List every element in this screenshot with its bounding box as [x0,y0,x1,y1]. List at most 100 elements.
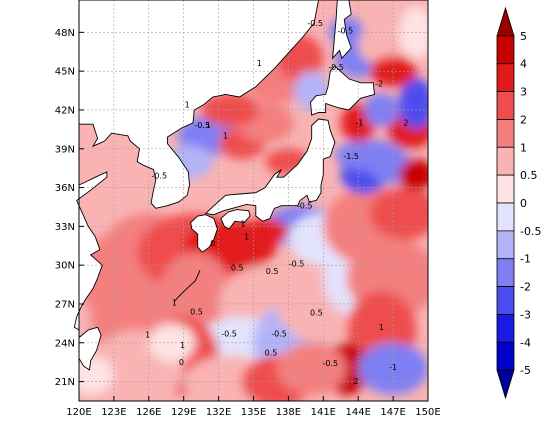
colorbar-label: 3 [520,86,527,99]
anomaly-cell [358,25,405,65]
y-tick-label: 33N [55,222,75,233]
coastline-ryukyu [174,270,201,302]
y-tick-label: 24N [55,338,75,349]
coastline-korea [73,171,108,331]
colorbar-segment [496,286,515,315]
contour-label: 1 [223,131,228,140]
gridlines [79,0,428,401]
contour-label: -0.5 [221,329,237,338]
colorbar-segment [496,35,515,65]
contour-label: 2 [403,118,408,127]
contour-label: 0 [210,239,215,248]
plot-area: 1 1 -0.5 1 -0.5 1 -0.5 -0.5 -0.5 -2 -1 2 -1.5 -0.5 1 1 -… [73,0,429,402]
land-mask [79,327,102,370]
contour-label: 1 [244,232,249,241]
x-tick-label: 123E [101,407,126,418]
contour-label: -0.5 [289,259,305,268]
y-tick-label: 21N [55,377,75,388]
contour-label: 0 [179,358,184,367]
coastlines [73,0,375,371]
contour-label: -0.5 [151,172,167,181]
y-tick-label: 42N [55,105,75,116]
contour-label: 1 [145,331,150,340]
anomaly-cell [201,93,260,127]
coastline-taiwan [78,326,102,371]
x-axis: 120E 123E 126E 129E 132E 135E 138E 141E 144E 147E… [66,396,441,418]
anomaly-cell [369,55,417,87]
land-mask [332,0,352,59]
contour-label: -1.5 [343,152,359,161]
anomaly-cell [398,159,428,191]
colorbar-segment [496,314,515,343]
contour-label: 1 [180,341,185,350]
contour-label: -0.5 [322,359,338,368]
contour-label: -2 [375,80,383,89]
coastline-shikoku [220,209,251,230]
contour-label: 0.5 [265,349,278,358]
contour-labels: 1 1 -0.5 1 -0.5 1 -0.5 -0.5 -0.5 -2 -1 2 -1.5 -0.5 1 1 -… [145,19,408,386]
contour-label: -0.5 [328,63,344,72]
anomaly-cell [160,252,231,330]
contour-label: 0.5 [310,309,323,318]
anomaly-cell [334,139,405,171]
contour-label: 1 [257,59,262,68]
colorbar-label: -2 [520,281,531,294]
land-mask [310,66,375,116]
anomaly-cell [364,93,399,127]
coastline-mainland [79,0,320,209]
x-tick-label: 150E [415,407,440,418]
contour-label: 1 [206,121,211,130]
y-tick-label: 36N [55,183,75,194]
colorbar-label: -3 [520,308,531,321]
y-tick-label: 27N [55,299,75,310]
x-tick-label: 132E [206,407,231,418]
colorbar-label: 5 [520,30,527,43]
land-mask [220,209,250,229]
x-tick-label: 135E [241,407,266,418]
colorbar-label: 2 [520,113,527,126]
contour-label: 2 [353,377,358,386]
contour-label: 1 [185,100,190,109]
y-axis: 21N 24N 27N 30N 33N 36N 39N 42N 45N 48N [55,28,84,388]
y-tick-label: 39N [55,144,75,155]
y-tick-label: 45N [55,67,75,78]
contour-label: 0.5 [231,263,244,272]
contour-label: -1 [389,363,397,372]
colorbar-segment [496,63,515,92]
contour-label: 1 [240,219,245,228]
colorbar-segment [496,369,515,400]
contour-label: 1 [379,323,384,332]
colorbar-segment [496,6,515,37]
x-tick-label: 141E [311,407,336,418]
anomaly-cell [369,187,428,240]
colorbar-label: 0.5 [520,169,538,182]
x-tick-label: 129E [171,407,196,418]
contour-label: -0.5 [297,201,313,210]
colorbar-segment [496,202,515,232]
coastline-honshu [204,118,336,222]
x-tick-label: 144E [345,407,370,418]
contour-label: 1 [172,298,177,307]
land-mask [190,214,218,253]
y-tick-label: 30N [55,261,75,272]
coastline-kyushu [190,214,218,253]
land-mask [205,119,335,222]
anomaly-cell [398,77,428,130]
contour-label: 0.5 [266,267,279,276]
colorbar-segment [496,91,515,120]
anomaly-cell [276,342,347,395]
contour-label: -0.5 [271,329,287,338]
y-tick-label: 48N [55,28,75,39]
colorbar-segment [496,174,515,204]
x-tick-label: 147E [380,407,405,418]
colorbar-label: -0.5 [520,225,541,238]
colorbar-segment [496,258,515,287]
contour-label: -0.5 [307,19,323,28]
colorbar-label: 4 [520,58,527,71]
x-tick-label: 120E [66,407,91,418]
contour-label: 0.5 [190,307,203,316]
x-tick-label: 126E [136,407,161,418]
colorbar: 5 4 3 2 1 0.5 0 -0.5 -1 -2 -3 -4 -5 [496,6,541,400]
colorbar-label: -1 [520,253,531,266]
